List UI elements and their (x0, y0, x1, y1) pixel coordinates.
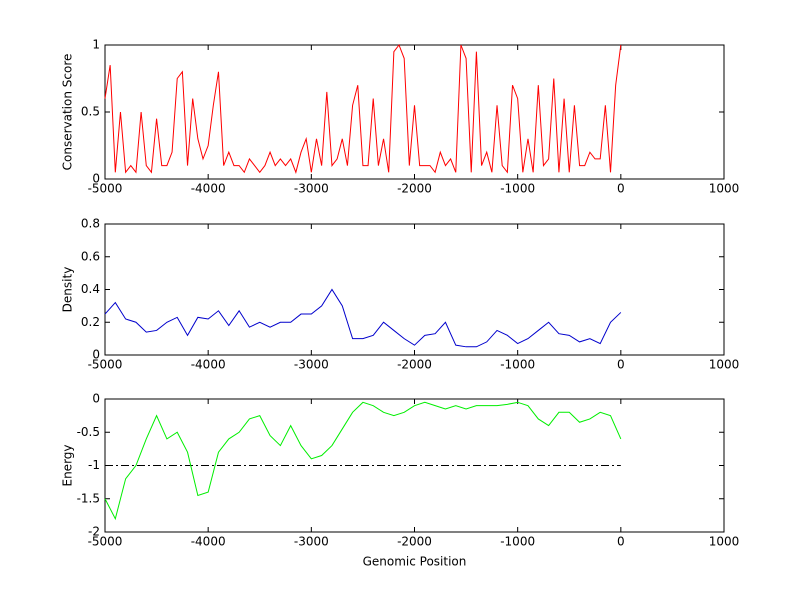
y-axis-label: Conservation Score (61, 54, 75, 171)
y-tick-label: -1.5 (77, 491, 100, 505)
x-tick-label: 0 (617, 182, 625, 196)
x-tick-label: -2000 (397, 535, 432, 549)
x-tick-label: 0 (617, 358, 625, 372)
y-tick-label: 0.5 (81, 105, 100, 119)
x-tick-label: -5000 (88, 182, 123, 196)
x-tick-label: -1000 (500, 358, 535, 372)
y-tick-label: 0.4 (81, 282, 100, 296)
data-line (104, 43, 622, 174)
y-tick-label: 0.6 (81, 249, 100, 263)
y-tick-label: -2 (88, 525, 100, 539)
axes-frame (104, 223, 725, 356)
y-tick-label: -1 (88, 458, 100, 472)
x-tick-label: -1000 (500, 182, 535, 196)
x-tick-label: -5000 (88, 535, 123, 549)
x-tick-label: -2000 (397, 358, 432, 372)
axes-frame (104, 44, 725, 180)
y-axis-label: Energy (61, 444, 75, 486)
data-line (104, 288, 622, 348)
x-tick-label: 1000 (709, 358, 740, 372)
y-tick-label: 0 (92, 392, 100, 406)
x-tick-label: 0 (617, 535, 625, 549)
x-tick-label: -4000 (191, 182, 226, 196)
y-tick-label: 0.2 (81, 315, 100, 329)
x-tick-label: 1000 (709, 182, 740, 196)
y-tick-label: 0.8 (81, 217, 100, 231)
x-tick-label: -4000 (191, 358, 226, 372)
x-tick-label: -3000 (294, 358, 329, 372)
y-tick-label: 1 (92, 38, 100, 52)
x-axis-label: Genomic Position (363, 555, 467, 569)
x-tick-label: -1000 (500, 535, 535, 549)
x-tick-label: -3000 (294, 535, 329, 549)
y-tick-label: 0 (92, 348, 100, 362)
x-tick-label: -2000 (397, 182, 432, 196)
x-tick-label: -3000 (294, 182, 329, 196)
y-axis-label: Density (61, 267, 75, 313)
data-line (104, 401, 622, 521)
x-tick-label: 1000 (709, 535, 740, 549)
x-tick-label: -4000 (191, 535, 226, 549)
y-tick-label: 0 (92, 172, 100, 186)
y-tick-label: -0.5 (77, 425, 100, 439)
x-tick-label: -5000 (88, 358, 123, 372)
